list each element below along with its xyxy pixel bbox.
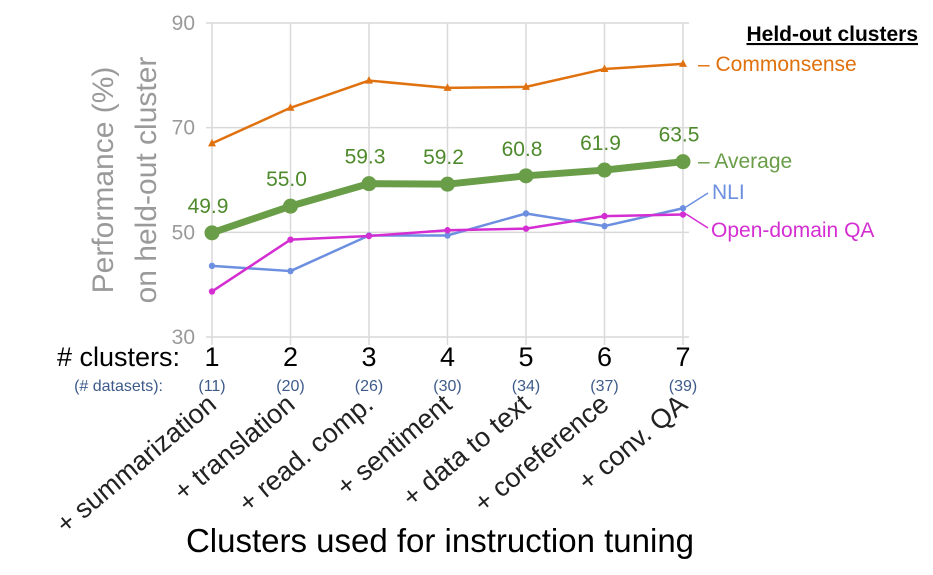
x-count-label: 4 — [440, 342, 455, 372]
point-nli — [208, 262, 216, 270]
point-open-domain-qa — [365, 232, 373, 240]
legend-title: Held-out clusters — [746, 23, 918, 46]
x-datasets-label: (11) — [198, 378, 225, 395]
point-nli — [287, 267, 294, 275]
y-tick-label: 50 — [172, 221, 195, 244]
x-count-title: # clusters: — [57, 342, 180, 372]
data-label: 59.2 — [423, 146, 464, 169]
series-label-commonsense: – Commonsense — [698, 53, 857, 76]
point-commonsense — [600, 64, 609, 73]
point-average — [204, 225, 220, 241]
y-tick-label: 30 — [172, 326, 195, 349]
data-labels: 49.9 55.0 59.3 59.2 60.8 61.9 63.5 — [188, 124, 700, 218]
point-commonsense — [679, 59, 687, 67]
series-label-average: – Average — [698, 150, 792, 173]
x-datasets-label: (26) — [355, 378, 383, 395]
point-nli — [522, 210, 530, 217]
x-category-label: + read. comp. — [233, 389, 379, 519]
data-label: 49.9 — [188, 195, 229, 218]
point-open-domain-qa — [601, 212, 608, 220]
data-label: 60.8 — [502, 138, 543, 161]
point-nli — [601, 222, 608, 230]
grid — [206, 22, 689, 345]
x-count-label: 3 — [361, 342, 376, 372]
x-datasets-label: (37) — [590, 378, 618, 395]
point-open-domain-qa — [679, 211, 687, 218]
x-datasets-label: (39) — [669, 378, 697, 395]
point-nli — [679, 205, 687, 212]
x-datasets-label: (34) — [512, 378, 540, 395]
x-datasets-label: (30) — [433, 378, 461, 395]
nli-connector — [685, 192, 709, 208]
point-open-domain-qa — [287, 236, 294, 243]
x-count-label: 6 — [597, 342, 612, 372]
point-open-domain-qa — [208, 288, 216, 295]
y-axis-label-line1: Performance (%) — [87, 67, 120, 294]
data-label: 55.0 — [266, 168, 307, 191]
x-datasets-title: (# datasets): — [74, 378, 163, 395]
y-tick-label: 70 — [172, 117, 195, 140]
x-count-label: 2 — [283, 342, 298, 372]
point-average — [283, 198, 298, 214]
point-average — [440, 176, 455, 192]
y-axis-ticks: 30 50 70 90 — [172, 12, 195, 349]
point-average — [518, 168, 534, 184]
data-label: 63.5 — [659, 124, 700, 147]
point-commonsense — [522, 82, 530, 90]
point-average — [597, 162, 612, 178]
point-open-domain-qa — [522, 225, 530, 232]
point-commonsense — [443, 83, 452, 91]
x-count-label: 5 — [518, 342, 533, 372]
point-commonsense — [286, 103, 295, 111]
point-commonsense — [208, 138, 216, 147]
x-count-label: 1 — [204, 342, 219, 372]
x-datasets-label: (20) — [276, 378, 304, 395]
series-label-open-domain-qa: Open-domain QA — [711, 219, 874, 242]
data-label: 61.9 — [580, 132, 621, 155]
point-open-domain-qa — [444, 227, 451, 234]
data-label: 59.3 — [345, 146, 386, 169]
series-markers — [204, 59, 691, 295]
point-average — [675, 154, 691, 170]
y-tick-label: 90 — [172, 12, 195, 35]
point-nli — [444, 232, 451, 239]
x-category-label: + coreference — [468, 389, 614, 519]
series-labels: – Commonsense – Average NLI Open-domain QA — [685, 53, 874, 242]
series-label-nli: NLI — [712, 181, 745, 204]
odqa-connector — [685, 213, 709, 229]
x-count-label: 7 — [675, 342, 690, 372]
x-axis-label: Clusters used for instruction tuning — [186, 522, 694, 559]
y-axis-label-line2: on held-out cluster — [130, 57, 163, 304]
point-commonsense — [365, 76, 373, 84]
point-average — [361, 176, 377, 192]
